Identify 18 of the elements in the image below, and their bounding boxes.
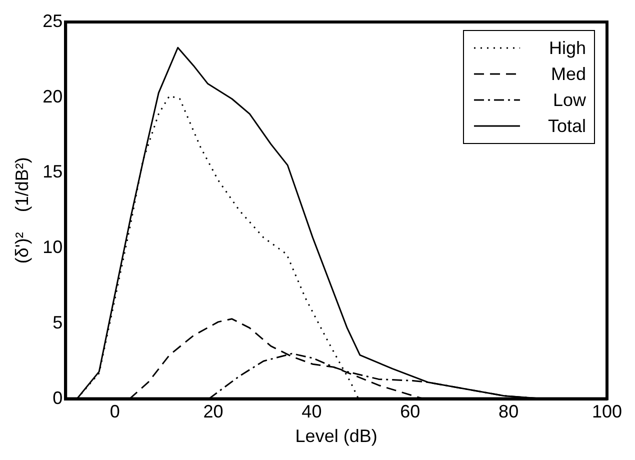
x-tick-label: 0 — [110, 402, 120, 422]
y-tick-label: 15 — [42, 162, 63, 182]
legend-label: Low — [552, 90, 586, 110]
y-tick-label: 10 — [42, 237, 63, 258]
y-tick-label: 25 — [42, 10, 63, 31]
y-tick-label: 0 — [52, 388, 63, 408]
y-tick-label: 5 — [52, 312, 63, 332]
x-tick-label: 20 — [203, 402, 224, 422]
y-tick-label: 20 — [42, 86, 63, 106]
x-axis-title: Level (dB) — [295, 426, 378, 446]
legend-label: Med — [550, 64, 586, 84]
x-tick-label: 40 — [302, 402, 322, 422]
x-tick-label: 100 — [592, 402, 622, 422]
y-axis-title: (δ')² (1/dB²) — [12, 157, 32, 264]
legend-label: Total — [546, 116, 586, 136]
x-tick-label: 60 — [400, 402, 420, 422]
x-tick-label: 80 — [498, 402, 519, 422]
legend-label: High — [548, 38, 586, 58]
